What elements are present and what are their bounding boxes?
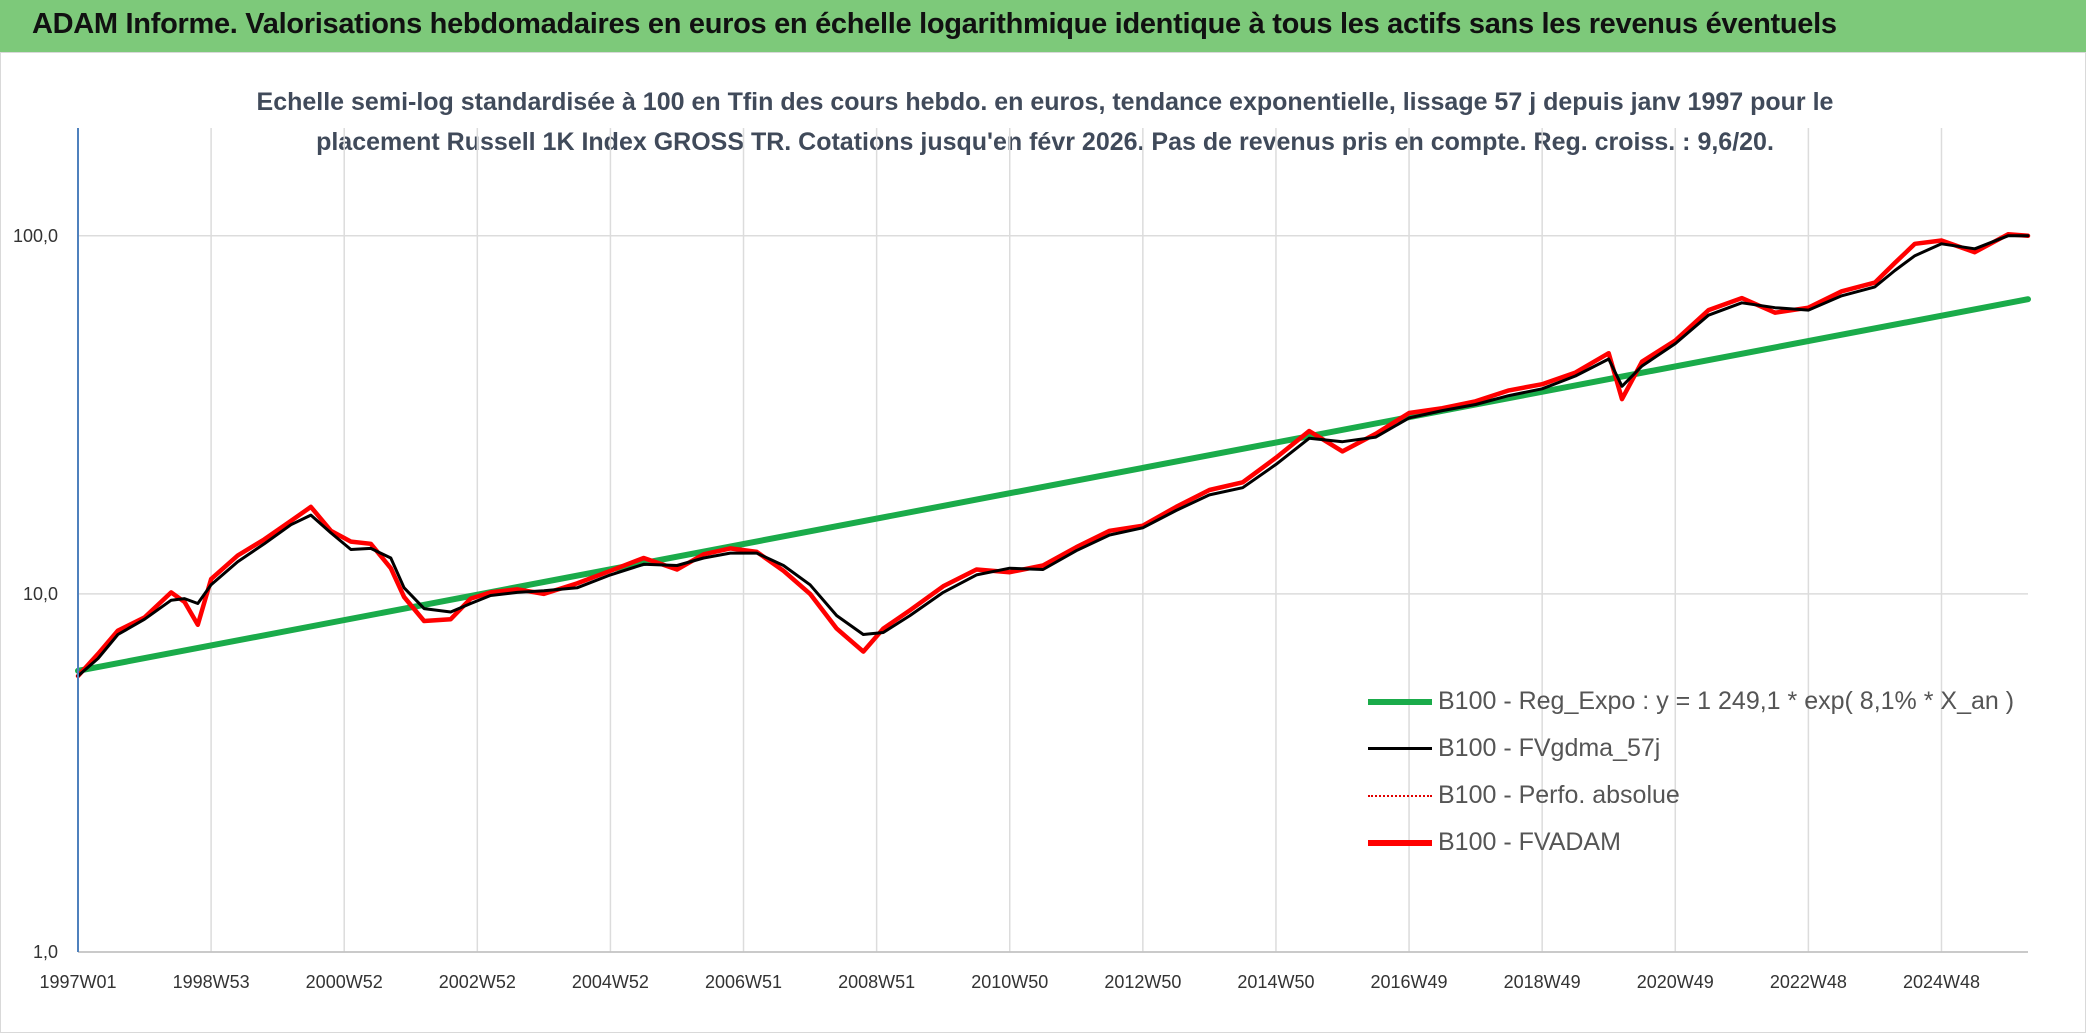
legend-label-trend: B100 - Reg_Expo : y = 1 249,1 * exp( 8,1… bbox=[1438, 687, 2015, 715]
legend-label-smooth: B100 - FVgdma_57j bbox=[1438, 734, 1661, 762]
x-tick-label: 2008W51 bbox=[838, 972, 915, 992]
legend-item-trend: B100 - Reg_Expo : y = 1 249,1 * exp( 8,1… bbox=[1368, 678, 2014, 725]
series-line-adam bbox=[75, 232, 2031, 679]
title-bar: ADAM Informe. Valorisations hebdomadaire… bbox=[0, 0, 2086, 52]
x-tick-label: 2020W49 bbox=[1637, 972, 1714, 992]
chart-legend: B100 - Reg_Expo : y = 1 249,1 * exp( 8,1… bbox=[1368, 678, 2014, 866]
legend-item-absolute: B100 - Perfo. absolue bbox=[1368, 772, 2014, 819]
x-tick-label: 2002W52 bbox=[439, 972, 516, 992]
legend-swatch-smooth bbox=[1368, 747, 1432, 750]
series-line-trend bbox=[75, 296, 2031, 674]
x-tick-label: 2014W50 bbox=[1237, 972, 1314, 992]
series-layer bbox=[75, 232, 2031, 679]
y-axis-line bbox=[77, 128, 79, 952]
chart-panel bbox=[0, 52, 2086, 1033]
x-tick-label: 1997W01 bbox=[39, 972, 116, 992]
chart-subtitle-line1: Echelle semi-log standardisée à 100 en T… bbox=[256, 88, 1834, 116]
tick-layer: 1997W01 1998W53 2000W52 2002W52 2004W52 2006W… bbox=[13, 226, 1980, 992]
x-tick-label: 2018W49 bbox=[1504, 972, 1581, 992]
legend-label-absolute: B100 - Perfo. absolue bbox=[1438, 781, 1680, 809]
x-tick-label: 2012W50 bbox=[1104, 972, 1181, 992]
legend-item-adam: B100 - FVADAM bbox=[1368, 819, 2014, 866]
chart-subtitle-line2: placement Russell 1K Index GROSS TR. Cot… bbox=[316, 128, 1774, 156]
x-tick-label: 2010W50 bbox=[971, 972, 1048, 992]
x-tick-label: 2000W52 bbox=[306, 972, 383, 992]
legend-swatch-trend bbox=[1368, 698, 1432, 705]
legend-swatch-adam bbox=[1368, 839, 1432, 846]
x-tick-label: 1998W53 bbox=[173, 972, 250, 992]
series-line-smooth bbox=[76, 234, 2030, 678]
legend-label-adam: B100 - FVADAM bbox=[1438, 828, 1621, 856]
x-tick-label: 2022W48 bbox=[1770, 972, 1847, 992]
x-tick-label: 2004W52 bbox=[572, 972, 649, 992]
y-tick-label: 1,0 bbox=[33, 942, 58, 962]
x-tick-label: 2006W51 bbox=[705, 972, 782, 992]
x-tick-label: 2024W48 bbox=[1903, 972, 1980, 992]
legend-swatch-absolute bbox=[1368, 794, 1432, 797]
legend-item-smooth: B100 - FVgdma_57j bbox=[1368, 725, 2014, 772]
report-title: ADAM Informe. Valorisations hebdomadaire… bbox=[32, 8, 1837, 40]
y-tick-label: 10,0 bbox=[23, 584, 58, 604]
y-tick-label: 100,0 bbox=[13, 226, 58, 246]
x-tick-label: 2016W49 bbox=[1371, 972, 1448, 992]
